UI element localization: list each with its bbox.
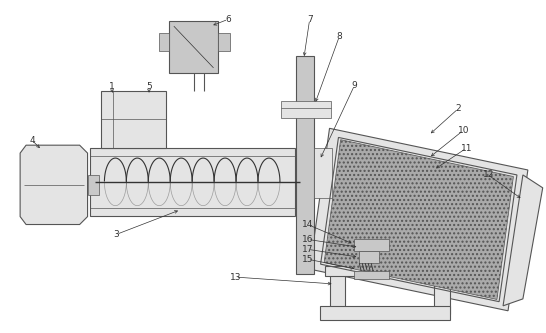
Text: 8: 8: [336, 32, 342, 41]
Text: 2: 2: [455, 104, 461, 113]
Text: 6: 6: [225, 15, 232, 24]
Text: 7: 7: [307, 15, 312, 24]
Bar: [354, 271, 389, 279]
Bar: [359, 251, 379, 263]
Bar: [330, 274, 346, 314]
Bar: [281, 101, 330, 119]
Text: 14: 14: [302, 220, 313, 229]
Polygon shape: [102, 91, 166, 148]
Text: 10: 10: [458, 126, 469, 135]
Bar: [319, 306, 449, 320]
Bar: [434, 274, 449, 314]
Polygon shape: [503, 175, 543, 306]
Text: 1: 1: [109, 82, 114, 91]
Bar: [90, 148, 295, 215]
Text: 5: 5: [146, 82, 152, 91]
Bar: [169, 21, 218, 73]
Text: 13: 13: [229, 273, 241, 282]
Text: 9: 9: [352, 81, 357, 90]
Bar: [159, 33, 169, 51]
Bar: [218, 33, 230, 51]
Text: 12: 12: [483, 170, 494, 179]
Polygon shape: [310, 128, 528, 311]
Text: 11: 11: [461, 144, 472, 153]
Bar: [296, 56, 313, 274]
Text: 16: 16: [302, 235, 313, 244]
Polygon shape: [354, 239, 389, 251]
Bar: [87, 175, 99, 195]
Polygon shape: [20, 145, 87, 224]
Text: 3: 3: [114, 230, 119, 239]
Text: 17: 17: [302, 245, 313, 254]
Text: 15: 15: [302, 255, 313, 264]
Polygon shape: [324, 140, 513, 299]
Text: 4: 4: [29, 136, 35, 145]
Bar: [324, 266, 454, 276]
Bar: [313, 148, 331, 198]
